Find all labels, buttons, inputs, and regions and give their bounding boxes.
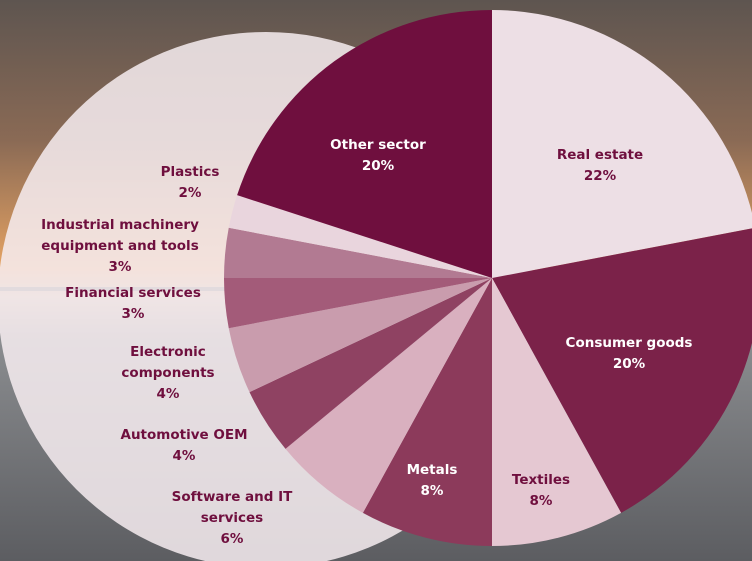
slice-label: Consumer goods 20% xyxy=(554,333,704,375)
percent-label: 6% xyxy=(220,531,244,547)
percent-label: 20% xyxy=(361,158,395,174)
category-name: Textiles xyxy=(511,472,571,488)
slice-label: Other sector 20% xyxy=(313,135,443,177)
pie-slice xyxy=(492,10,752,278)
pie-slice xyxy=(249,278,492,449)
slice-label: Real estate 22% xyxy=(535,145,665,187)
percent-label: 8% xyxy=(529,493,553,509)
pie-slice xyxy=(228,278,492,393)
category-name: Plastics xyxy=(160,164,220,180)
category-name: Consumer goods xyxy=(565,335,693,351)
pie-slice xyxy=(285,278,492,513)
pie-slice xyxy=(228,195,492,278)
category-name: Software and IT services xyxy=(171,489,293,526)
category-name: Other sector xyxy=(330,137,426,153)
pie-slice xyxy=(492,278,622,546)
percent-label: 22% xyxy=(583,168,617,184)
pie-slice xyxy=(224,278,492,329)
percent-label: 4% xyxy=(172,448,196,464)
slice-label: Automotive OEM 4% xyxy=(109,425,259,467)
slice-label: Metals 8% xyxy=(392,460,472,502)
percent-label: 20% xyxy=(612,356,646,372)
slice-label: Financial services 3% xyxy=(48,283,218,325)
category-name: Metals xyxy=(406,462,458,478)
category-name: Real estate xyxy=(556,147,644,163)
percent-label: 3% xyxy=(121,306,145,322)
slice-label: Industrial machinery equipment and tools… xyxy=(33,215,208,278)
slice-label: Electronic components 4% xyxy=(113,342,223,405)
pie-slice xyxy=(492,228,752,513)
category-name: Financial services xyxy=(65,285,201,301)
pie-slice xyxy=(362,278,492,546)
pie-slice xyxy=(237,10,492,278)
percent-label: 4% xyxy=(156,386,180,402)
slice-label: Textiles 8% xyxy=(501,470,581,512)
percent-label: 2% xyxy=(178,185,202,201)
percent-label: 8% xyxy=(420,483,444,499)
pie-slice xyxy=(224,227,492,278)
percent-label: 3% xyxy=(108,259,132,275)
category-name: Electronic components xyxy=(121,344,215,381)
slice-label: Plastics 2% xyxy=(140,162,240,204)
slice-label: Software and IT services 6% xyxy=(167,487,297,550)
category-name: Automotive OEM xyxy=(120,427,248,443)
category-name: Industrial machinery equipment and tools xyxy=(41,217,199,254)
